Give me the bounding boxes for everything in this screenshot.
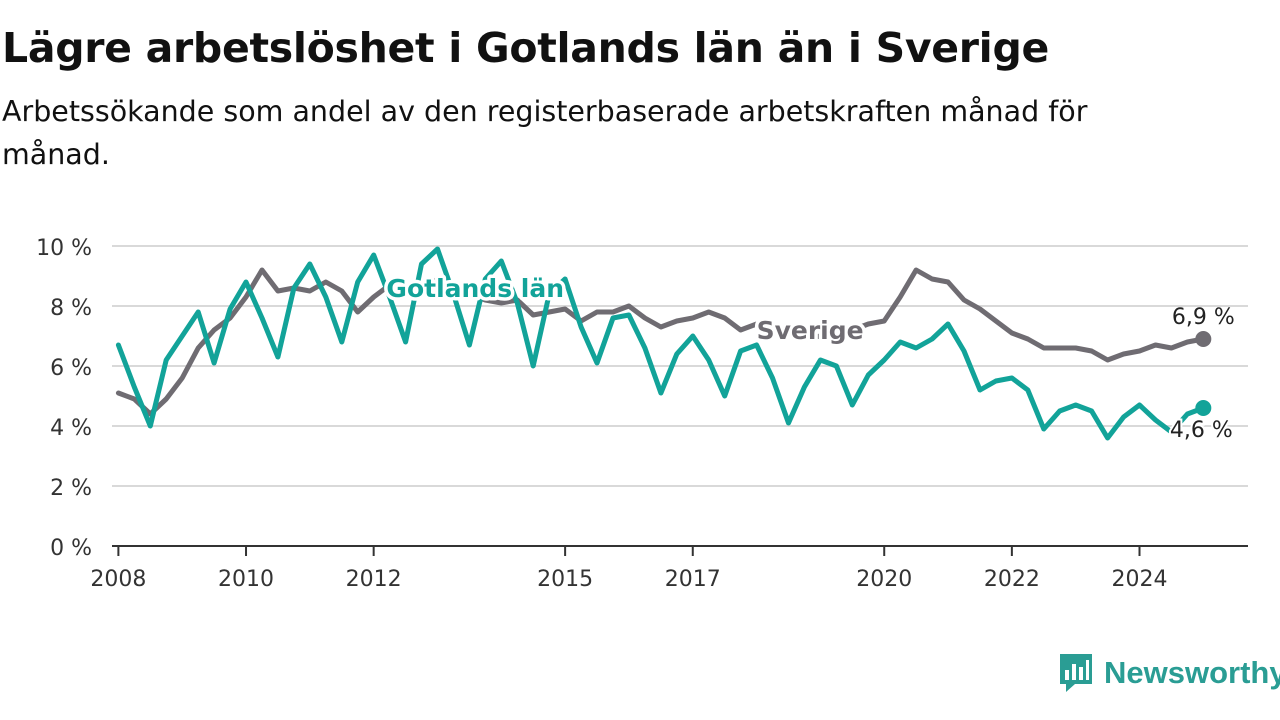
series-end-point: [1195, 331, 1212, 347]
end-value-label: 6,9 %: [1172, 305, 1235, 330]
y-tick-label: 2 %: [50, 476, 92, 501]
series-name-label: Gotlands län: [386, 274, 564, 303]
x-tick-label: 2012: [346, 567, 402, 592]
series-labels: 6,9 % 4,6 % Gotlands län Sverige: [383, 271, 1235, 446]
y-tick-label: 8 %: [50, 296, 92, 321]
series-line-sverige: [115, 267, 1206, 417]
gridlines: [112, 245, 1248, 487]
series-name-label: Sverige: [757, 316, 864, 345]
series-lines: [115, 246, 1212, 441]
newsworthy-chart-logo-icon: [1060, 654, 1092, 692]
chart-title: Lägre arbetslöshet i Gotlands län än i S…: [2, 24, 1049, 72]
x-axis: 2008 2010 2012 2015 2017 2020 2022 2024: [90, 545, 1248, 592]
x-tick-label: 2022: [984, 567, 1040, 592]
x-tick-label: 2020: [856, 567, 912, 592]
series-line-gotlands-l-n: [115, 246, 1206, 441]
y-axis: 0 % 2 % 4 % 6 % 8 % 10 %: [36, 236, 92, 561]
brand-logo: Newsworthy: [1058, 652, 1280, 694]
y-tick-label: 10 %: [36, 236, 92, 261]
series-end-point: [1195, 400, 1212, 416]
y-tick-label: 6 %: [50, 356, 92, 381]
y-tick-label: 0 %: [50, 536, 92, 561]
chart-subtitle: Arbetssökande som andel av den registerb…: [2, 95, 1088, 171]
x-tick-label: 2010: [218, 567, 274, 592]
x-tick-label: 2017: [665, 567, 721, 592]
y-tick-label: 4 %: [50, 416, 92, 441]
brand-name: Newsworthy: [1104, 655, 1280, 690]
x-tick-label: 2015: [537, 567, 593, 592]
end-value-label: 4,6 %: [1170, 418, 1233, 443]
x-tick-label: 2008: [90, 567, 146, 592]
x-tick-label: 2024: [1112, 567, 1168, 592]
